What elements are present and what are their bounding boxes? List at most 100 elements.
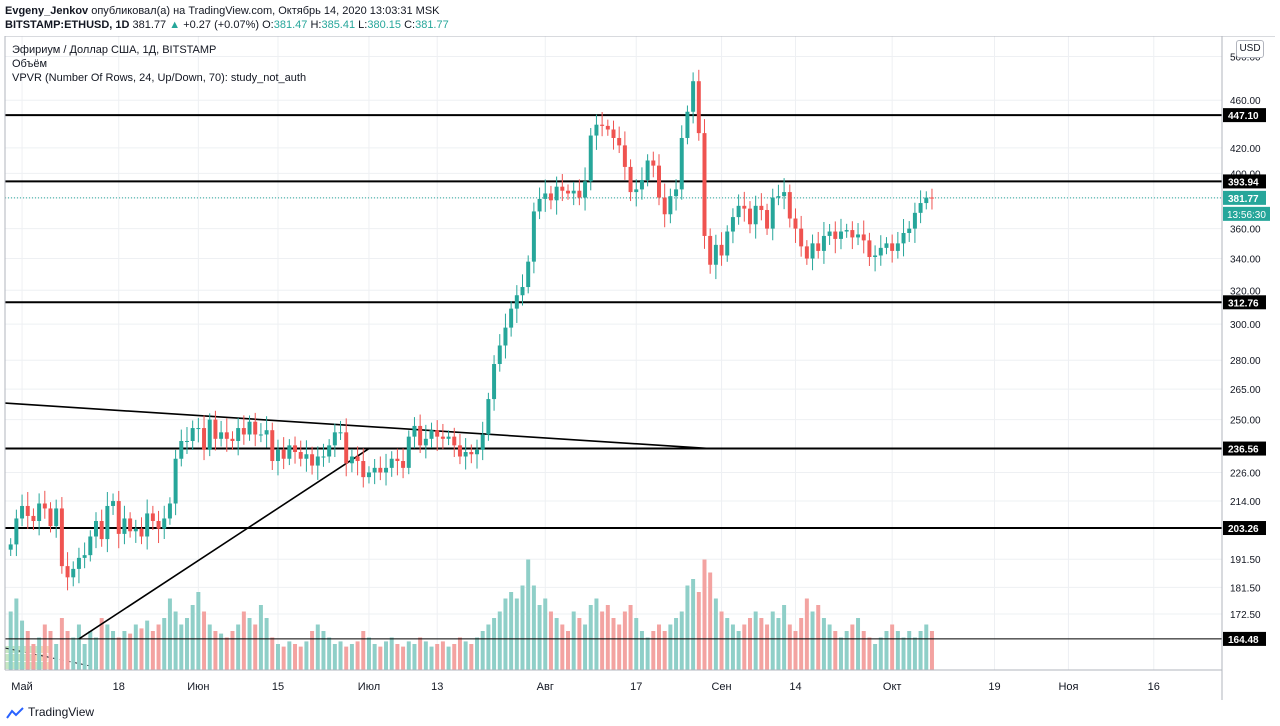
volume-bar [275, 644, 280, 670]
candle-body [247, 421, 252, 435]
candle-body [384, 467, 389, 473]
candle-body [804, 246, 809, 259]
candle-body [71, 568, 76, 578]
candle-body [480, 434, 485, 450]
volume-bar [600, 611, 605, 670]
candle-body [184, 440, 189, 442]
candle-body [224, 432, 229, 439]
author-name[interactable]: Evgeny_Jenkov [5, 5, 89, 17]
candle-body [321, 456, 326, 458]
price-tick-label: 360.00 [1230, 225, 1261, 236]
volume-bar [691, 579, 696, 670]
vpvr-row-up [5, 662, 44, 669]
candle-body [645, 160, 650, 181]
price-tick-label: 500.00 [1230, 53, 1261, 64]
candle-body [548, 193, 553, 201]
candle-body [861, 234, 866, 241]
volume-bar [856, 618, 861, 670]
currency-button[interactable]: USD [1236, 40, 1264, 58]
candle-body [42, 503, 47, 509]
candle-body [566, 190, 570, 194]
candle-body [850, 230, 855, 238]
candle-body [924, 197, 929, 204]
volume-bar [628, 605, 633, 670]
candle-body [696, 81, 701, 134]
volume-bar [338, 641, 343, 670]
candle-body [730, 217, 735, 232]
volume-bar [184, 618, 189, 670]
candle-body [844, 230, 849, 232]
volume-bar [838, 637, 843, 670]
candle-body [338, 432, 343, 434]
volume-bar [526, 559, 531, 670]
candle-body [179, 440, 184, 459]
level-label-box [1223, 441, 1266, 456]
candle-body [787, 192, 792, 219]
volume-bar [139, 628, 144, 670]
volume-bar [480, 631, 485, 670]
level-label-box [1223, 521, 1266, 536]
tradingview-logo[interactable]: TradingView [6, 705, 94, 719]
volume-bar [787, 624, 792, 670]
candle-body [298, 452, 303, 459]
candle-body [503, 327, 508, 346]
candle-body [867, 240, 872, 258]
volume-bar [71, 637, 76, 670]
time-tick-label: 14 [789, 681, 801, 693]
price-tick-label: 420.00 [1230, 144, 1261, 155]
volume-bar [76, 624, 81, 670]
volume-bar [770, 611, 775, 670]
price-scale[interactable]: 172.50 181.50 191.50 214.00 226.00 250.00 265.… [1230, 53, 1261, 621]
legend-volume[interactable]: Объём [12, 58, 48, 70]
legend-vpvr[interactable]: VPVR (Number Of Rows, 24, Up/Down, 70): … [12, 72, 307, 84]
candle-body [475, 449, 480, 455]
volume-bar [634, 618, 639, 670]
candles [8, 69, 934, 591]
legend-title[interactable]: Эфириум / Доллар США, 1Д, BITSTAMP [12, 44, 217, 56]
candle-body [412, 425, 417, 437]
price-tick-label: 300.00 [1230, 320, 1261, 331]
countdown-box [1223, 206, 1270, 221]
time-tick-label: Май [11, 681, 33, 693]
volume-bar [844, 631, 849, 670]
close-value: 381.77 [415, 19, 449, 31]
price-tick-label: 226.00 [1230, 468, 1261, 479]
volume-bar [566, 631, 570, 670]
volume-bar [293, 644, 298, 670]
volume-bar [503, 598, 508, 670]
volume-bar [765, 624, 770, 670]
candle-body [190, 428, 195, 441]
volume-bar [708, 572, 713, 670]
candle-body [816, 243, 821, 251]
time-scale[interactable]: Май 18 Июн 15 Июл 13 Авг 17 Сен 14 Окт 19 Ноя 16 [11, 681, 1160, 693]
last-price-label: 381.77 [1228, 194, 1259, 205]
candle-body [76, 557, 81, 569]
time-tick-label: 18 [113, 681, 125, 693]
candle-body [293, 445, 298, 453]
candle-body [48, 508, 53, 527]
candle-body [907, 228, 912, 233]
low-label: L: [358, 19, 368, 31]
candle-body [742, 205, 747, 209]
volume-bar [270, 637, 275, 670]
candle-body [463, 452, 468, 457]
candle-body [37, 503, 42, 522]
candle-body [230, 438, 235, 441]
volume-bar [537, 605, 542, 670]
candle-body [20, 505, 25, 519]
volume-bar [230, 631, 235, 670]
volume-bar [241, 611, 246, 670]
volume-bar [332, 644, 337, 670]
volume-bar [54, 644, 59, 670]
candle-body [361, 461, 366, 478]
candle-body [725, 231, 730, 256]
volume-bar [162, 618, 167, 670]
volume-bar [929, 631, 934, 670]
axes [4, 35, 1275, 700]
time-tick-label: Июл [358, 681, 380, 693]
candle-body [657, 165, 661, 198]
candle-body [520, 287, 525, 296]
candle-body [486, 399, 491, 435]
volume-bar [890, 624, 895, 670]
